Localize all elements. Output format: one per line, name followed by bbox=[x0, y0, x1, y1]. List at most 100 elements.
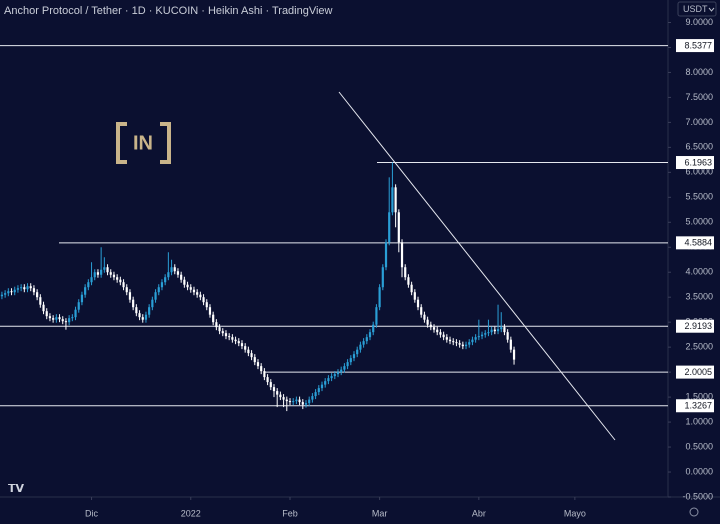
candle-body bbox=[480, 334, 484, 337]
y-tick-label: 3.5000 bbox=[685, 292, 713, 302]
candle-body bbox=[125, 287, 128, 293]
level-label-box bbox=[676, 399, 714, 413]
level-label: 2.9193 bbox=[684, 321, 712, 331]
candle-body bbox=[205, 302, 208, 308]
candle-body bbox=[272, 387, 276, 392]
candle-body bbox=[234, 339, 237, 342]
candle-body bbox=[346, 362, 349, 367]
candle-body bbox=[0, 294, 4, 297]
settings-icon[interactable] bbox=[689, 507, 699, 517]
candle-body bbox=[189, 287, 192, 290]
candle-body bbox=[359, 344, 362, 350]
candle-body bbox=[68, 318, 71, 323]
candle-body bbox=[45, 311, 48, 317]
candle-body bbox=[240, 343, 244, 347]
candle-body bbox=[490, 329, 493, 333]
candle-body bbox=[199, 294, 202, 298]
candle-body bbox=[484, 333, 487, 335]
candle-body bbox=[260, 366, 263, 372]
candle-body bbox=[445, 337, 448, 340]
candle-body bbox=[224, 333, 228, 337]
x-tick-label: Mayo bbox=[564, 508, 586, 518]
candle-body bbox=[208, 307, 212, 315]
candle-body bbox=[503, 327, 506, 333]
candle-body bbox=[471, 339, 474, 343]
candle-body bbox=[301, 402, 304, 405]
candle-body bbox=[333, 374, 336, 377]
candle-body bbox=[391, 187, 394, 213]
y-tick-label: 4.0000 bbox=[685, 267, 713, 277]
candle-body bbox=[442, 334, 445, 338]
candle-body bbox=[170, 267, 173, 273]
candle-body bbox=[247, 349, 250, 354]
candle-body bbox=[71, 317, 74, 319]
candle-body bbox=[77, 302, 80, 310]
candle-body bbox=[20, 287, 23, 289]
candle-body bbox=[336, 372, 340, 375]
candle-body bbox=[388, 212, 391, 243]
candle-body bbox=[487, 332, 490, 334]
candle-body bbox=[298, 399, 301, 403]
candle-body bbox=[410, 284, 413, 293]
candle-body bbox=[144, 314, 148, 320]
candle-body bbox=[362, 341, 365, 345]
candle-body bbox=[36, 292, 39, 298]
candle-body bbox=[16, 288, 20, 290]
candle-body bbox=[103, 267, 106, 270]
candle-body bbox=[378, 287, 381, 308]
logo-frame bbox=[116, 122, 171, 164]
candle-body bbox=[141, 317, 144, 320]
candle-body bbox=[384, 242, 388, 268]
candle-body bbox=[477, 336, 480, 338]
level-label: 4.5884 bbox=[684, 238, 712, 248]
currency-selector[interactable] bbox=[677, 1, 717, 17]
candle-body bbox=[400, 242, 404, 268]
candle-body bbox=[7, 291, 10, 294]
candle-body bbox=[93, 272, 96, 278]
x-tick-label: Dic bbox=[85, 508, 98, 518]
y-tick-label: 6.5000 bbox=[685, 142, 713, 152]
candle-body bbox=[372, 324, 375, 333]
y-tick-label: 6.0000 bbox=[685, 167, 713, 177]
candle-body bbox=[288, 401, 292, 403]
candle-body bbox=[87, 282, 90, 288]
candle-body bbox=[311, 396, 314, 400]
candle-body bbox=[74, 309, 77, 318]
y-tick-label: 0.5000 bbox=[685, 441, 713, 451]
candle-body bbox=[13, 289, 16, 293]
candle-body bbox=[407, 277, 410, 285]
candle-body bbox=[32, 288, 36, 293]
logo-text: IN bbox=[133, 132, 153, 154]
candle-body bbox=[122, 282, 125, 288]
candle-body bbox=[256, 362, 260, 367]
level-label-box bbox=[676, 236, 714, 250]
candle-body bbox=[356, 349, 359, 355]
candle-body bbox=[138, 313, 141, 318]
level-label-box bbox=[676, 156, 714, 170]
candle-body bbox=[23, 287, 26, 290]
y-tick-label: 8.0000 bbox=[685, 67, 713, 77]
candle-body bbox=[244, 346, 247, 350]
candle-body bbox=[416, 299, 420, 308]
candle-body bbox=[61, 319, 64, 322]
candle-body bbox=[84, 287, 87, 295]
candle-body bbox=[215, 322, 218, 328]
y-tick-label: 7.5000 bbox=[685, 92, 713, 102]
candle-body bbox=[426, 319, 429, 325]
candle-body bbox=[365, 337, 368, 342]
level-label-box bbox=[676, 39, 714, 53]
candle-body bbox=[340, 369, 343, 373]
candle-body bbox=[285, 399, 288, 402]
y-tick-label: -0.5000 bbox=[682, 491, 713, 501]
candle-body bbox=[468, 342, 471, 345]
candle-body bbox=[192, 289, 196, 293]
candle-body bbox=[176, 271, 180, 275]
currency-label[interactable]: USDT bbox=[683, 4, 708, 14]
candle-body bbox=[135, 307, 138, 314]
candle-body bbox=[109, 272, 112, 275]
candle-body bbox=[314, 392, 317, 397]
candle-body bbox=[128, 292, 132, 300]
candle-body bbox=[228, 336, 231, 338]
x-tick-label: Abr bbox=[472, 508, 486, 518]
